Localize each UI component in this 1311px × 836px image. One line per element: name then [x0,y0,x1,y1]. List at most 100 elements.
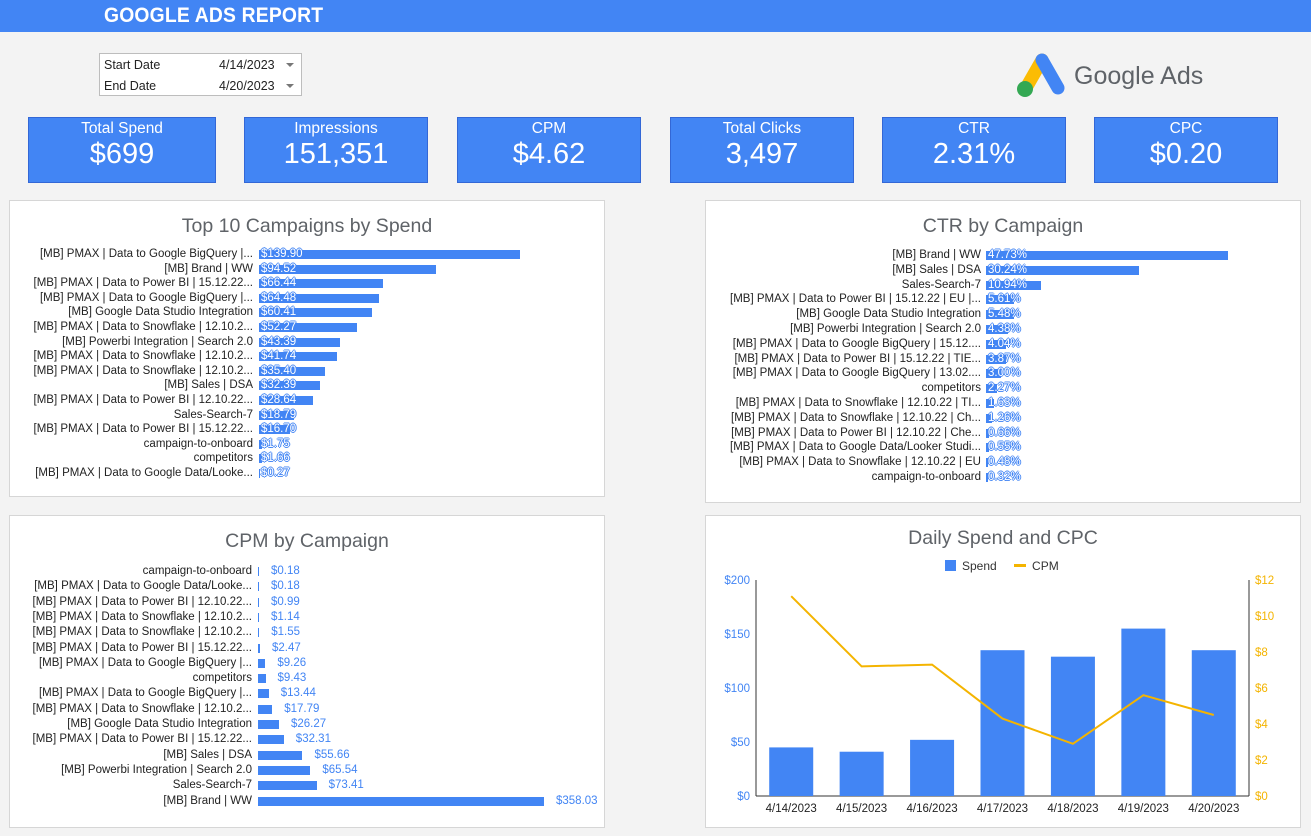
bar[interactable] [259,439,263,449]
bar[interactable] [259,264,436,274]
chevron-down-icon[interactable] [286,84,294,88]
bar-row: [MB] PMAX | Data to Snowflake | 12.10.2.… [10,611,604,625]
bar[interactable] [258,628,260,638]
bar-value-label: $55.66 [314,748,350,761]
bar[interactable] [259,410,295,420]
bar[interactable] [258,597,259,607]
start-date-value: 4/14/2023 [219,58,275,72]
bar-row: [MB] Brand | WW $94.52 [10,263,604,277]
bar-category-label: Sales-Search-7 [901,278,981,291]
bar[interactable] [258,658,266,668]
x-tick-label: 4/18/2023 [1047,803,1098,815]
bar[interactable] [259,454,263,464]
bar-category-label: [MB] Google Data Studio Integration [796,308,981,321]
bar-category-label: [MB] PMAX | Data to Google BigQuery |... [38,656,252,669]
bar-row: [MB] PMAX | Data to Google Data/Looke...… [10,580,604,594]
bar[interactable] [258,689,269,699]
bar[interactable] [259,250,521,259]
bar[interactable] [258,582,259,592]
bar-category-label: [MB] Brand | WW [164,262,253,275]
bar-row: [MB] Google Data Studio Integration 5.48% [706,308,1300,322]
bar[interactable] [986,265,1139,275]
bar[interactable] [258,704,273,714]
bar[interactable] [986,251,1228,260]
bar-row: competitors $1.66 [10,452,604,466]
bar[interactable] [258,674,266,684]
bar[interactable] [986,354,1006,364]
bar[interactable] [259,293,380,303]
bar-category-label: competitors [921,382,981,395]
bar-category-label: [MB] Brand | WW [892,249,981,261]
bar-row: [MB] Google Data Studio Integration $26.2… [10,718,604,732]
bar[interactable] [986,384,998,394]
bar[interactable] [259,308,372,318]
bar-category-label: [MB] PMAX | Data to Google Data/Looke... [34,580,252,593]
bar-value-label: $66.44 [261,277,297,290]
bar-row: [MB] PMAX | Data to Google BigQuery |...… [10,657,604,671]
bar[interactable] [259,279,384,289]
bar[interactable] [986,295,1015,305]
kpi-label: Total Spend [81,120,163,137]
bar[interactable] [986,443,989,453]
bar[interactable] [986,339,1007,349]
bar[interactable] [258,765,311,775]
bar[interactable] [259,337,341,347]
bar[interactable] [986,369,1002,379]
start-date-dropdown[interactable]: Start Date 4/14/2023 [100,55,301,75]
bar[interactable] [259,323,357,332]
bar[interactable] [258,735,284,745]
cpm-line [790,595,1215,745]
kpi-ctr: CTR 2.31% [882,117,1066,183]
bar[interactable] [986,325,1009,334]
bar[interactable] [986,473,988,482]
bar-category-label: [MB] PMAX | Data to Power BI | 15.12.22.… [32,641,252,654]
date-range-control: Start Date 4/14/2023 End Date 4/20/2023 [99,53,302,96]
bar[interactable] [258,720,279,729]
bar[interactable] [986,413,993,423]
bar-row: [MB] PMAX | Data to Snowflake | 12.10.22… [706,397,1300,411]
bar[interactable] [259,425,291,435]
bar-row: [MB] Google Data Studio Integration $60.4… [10,306,604,320]
cpm-by-campaign-chart: CPM by Campaign campaign-to-onboard $0.18… [9,515,605,828]
bar-value-label: $43.39 [261,335,297,348]
x-tick-label: 4/17/2023 [977,803,1028,815]
bar[interactable] [258,567,259,576]
bar[interactable] [986,280,1042,290]
kpi-value: 3,497 [725,138,799,170]
bar-value-label: $94.52 [261,262,297,275]
report-title: GOOGLE ADS REPORT [104,4,324,27]
bar-category-label: [MB] PMAX | Data to Power BI | 12.10.22 … [731,426,981,439]
bar-row: [MB] PMAX | Data to Power BI | 15.12.22.… [10,277,604,291]
bar[interactable] [259,381,320,391]
bar[interactable] [258,750,303,760]
bar-row: [MB] PMAX | Data to Google BigQuery |...… [10,292,604,306]
end-date-value: 4/20/2023 [219,79,275,93]
bar-row: [MB] Sales | DSA $32.39 [10,379,604,393]
bar[interactable] [258,612,259,622]
bar[interactable] [259,469,260,478]
bar[interactable] [258,781,317,791]
bar[interactable] [986,428,990,438]
bar-row: [MB] Powerbi Integration | Search 2.0 $43… [10,336,604,350]
bar[interactable] [986,310,1014,320]
bar-category-label: [MB] PMAX | Data to Snowflake | 12.10.22… [731,411,981,424]
bar-value-label: 4.38% [988,323,1021,335]
bar[interactable] [259,396,313,405]
bar-value-label: 4.04% [988,337,1021,350]
bar[interactable] [259,352,337,362]
y-right-tick-label: $2 [1255,755,1268,767]
end-date-dropdown[interactable]: End Date 4/20/2023 [100,76,301,96]
bar[interactable] [986,458,989,468]
bar-category-label: [MB] PMAX | Data to Google BigQuery |... [38,687,252,700]
kpi-label: CPC [1169,120,1203,137]
bar[interactable] [258,643,260,653]
bar[interactable] [259,366,326,376]
bar[interactable] [986,399,995,408]
bar[interactable] [258,796,544,806]
spend-bar [839,751,884,796]
kpi-label: CPM [531,120,567,137]
bar-category-label: [MB] Sales | DSA [892,263,981,276]
kpi-cpm: CPM $4.62 [457,117,641,183]
bar-value-label: $1.14 [271,610,300,623]
chevron-down-icon[interactable] [286,63,294,67]
